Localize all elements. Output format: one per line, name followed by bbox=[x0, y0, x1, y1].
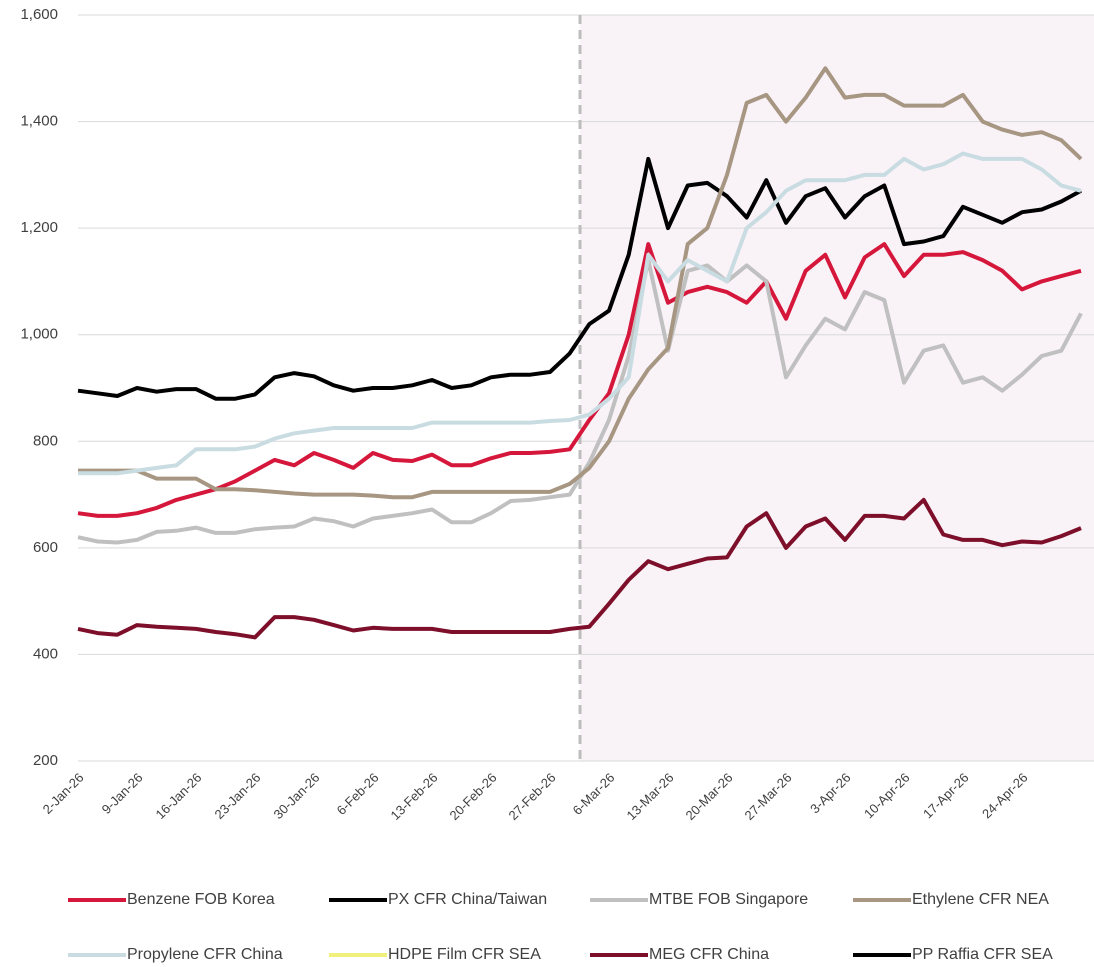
x-tick-label: 10-Apr-26 bbox=[861, 770, 912, 821]
series-line bbox=[77, 156, 1082, 401]
x-tick-label: 6-Mar-26 bbox=[570, 770, 618, 818]
y-tick-label: 1,600 bbox=[20, 6, 58, 23]
series-line bbox=[77, 242, 1082, 518]
x-tick-label: 27-Mar-26 bbox=[742, 770, 795, 823]
legend-label: Propylene CFR China bbox=[127, 946, 283, 963]
shaded-period bbox=[580, 15, 1094, 761]
x-tick-label: 13-Mar-26 bbox=[624, 770, 677, 823]
y-tick-label: 200 bbox=[33, 752, 58, 769]
y-tick-label: 1,000 bbox=[20, 326, 58, 343]
x-tick-label: 3-Apr-26 bbox=[807, 770, 853, 816]
x-tick-label: 23-Jan-26 bbox=[212, 770, 264, 822]
legend-label: PX CFR China/Taiwan bbox=[388, 891, 547, 908]
grid bbox=[78, 14, 1094, 762]
legend-label: Ethylene CFR NEA bbox=[912, 891, 1049, 908]
x-tick-label: 13-Feb-26 bbox=[388, 770, 441, 823]
x-tick-label: 9-Jan-26 bbox=[99, 770, 146, 817]
y-tick-label: 1,400 bbox=[20, 113, 58, 130]
x-tick-label: 27-Feb-26 bbox=[506, 770, 559, 823]
series-line bbox=[78, 66, 1083, 500]
legend-label: Benzene FOB Korea bbox=[127, 891, 275, 908]
y-tick-label: 1,200 bbox=[20, 219, 58, 236]
x-tick-label: 6-Feb-26 bbox=[334, 770, 382, 818]
legend-label: HDPE Film CFR SEA bbox=[388, 946, 541, 963]
legend-label: MEG CFR China bbox=[649, 946, 769, 963]
series-line bbox=[77, 497, 1082, 640]
x-tick-label: 20-Mar-26 bbox=[683, 770, 736, 823]
y-tick-label: 600 bbox=[33, 539, 58, 556]
series-line bbox=[78, 151, 1082, 476]
x-tick-label: 24-Apr-26 bbox=[979, 770, 1030, 821]
y-tick-label: 400 bbox=[33, 645, 58, 662]
series-line bbox=[77, 258, 1083, 545]
x-tick-label: 17-Apr-26 bbox=[920, 770, 971, 821]
legend-label: PP Raffia CFR SEA bbox=[912, 946, 1053, 963]
x-tick-label: 20-Feb-26 bbox=[447, 770, 500, 823]
x-tick-label: 2-Jan-26 bbox=[40, 770, 87, 817]
x-tick-label: 16-Jan-26 bbox=[153, 770, 205, 822]
x-tick-label: 30-Jan-26 bbox=[271, 770, 323, 822]
y-tick-label: 800 bbox=[33, 432, 58, 449]
legend-label: MTBE FOB Singapore bbox=[649, 891, 808, 908]
